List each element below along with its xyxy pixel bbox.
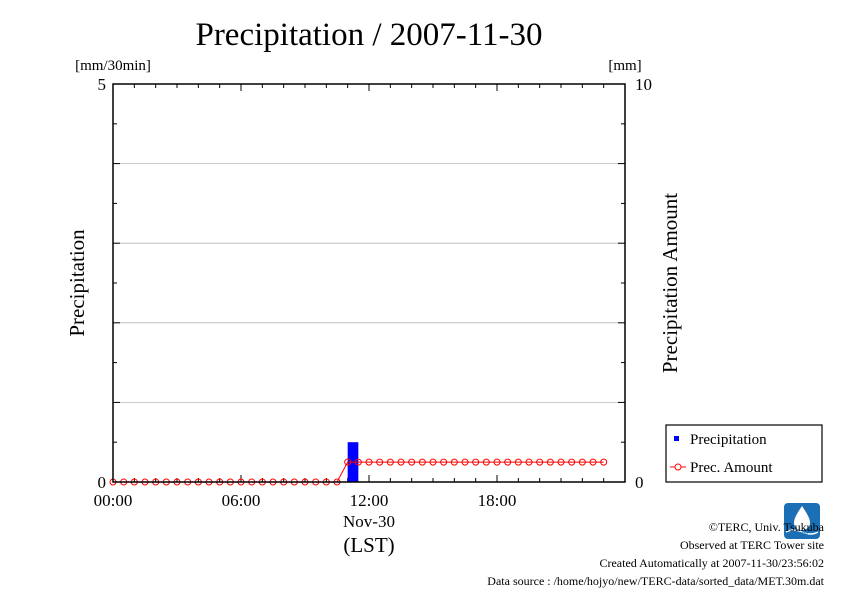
amount-point	[589, 458, 597, 466]
footer-source: Data source : /home/hojyo/new/TERC-data/…	[487, 574, 824, 588]
x-tick-label: 00:00	[94, 491, 133, 510]
terc-logo: TERC	[784, 503, 820, 539]
left-axis-ticks: 05	[98, 75, 120, 492]
amount-point	[429, 458, 437, 466]
footer-copyright: ©TERC, Univ. Tsukuba	[708, 520, 824, 534]
amount-point	[546, 458, 554, 466]
legend: Precipitation Prec. Amount	[665, 424, 823, 483]
x-zone-label: (LST)	[343, 533, 394, 557]
amount-line	[109, 458, 608, 486]
amount-point	[365, 458, 373, 466]
right-axis-title: Precipitation Amount	[658, 193, 682, 373]
left-axis-title: Precipitation	[65, 229, 89, 337]
amount-point	[557, 458, 565, 466]
grid-lines	[113, 163, 625, 403]
amount-point	[397, 458, 405, 466]
amount-point	[354, 458, 362, 466]
amount-point	[514, 458, 522, 466]
left-tick-label: 0	[98, 473, 107, 492]
chart-title: Precipitation / 2007-11-30	[195, 17, 542, 53]
amount-point	[600, 458, 608, 466]
legend-box	[665, 424, 823, 483]
amount-point	[482, 458, 490, 466]
amount-point	[493, 458, 501, 466]
amount-point	[536, 458, 544, 466]
amount-point	[344, 458, 352, 466]
plot-frame	[112, 83, 626, 483]
footer-observed: Observed at TERC Tower site	[679, 538, 824, 552]
amount-point	[376, 458, 384, 466]
right-tick-label: 10	[635, 75, 652, 94]
x-tick-label: 18:00	[478, 491, 517, 510]
amount-point	[525, 458, 533, 466]
left-unit-label: [mm/30min]	[75, 58, 151, 74]
x-tick-label: 12:00	[350, 491, 389, 510]
right-unit-label: [mm]	[608, 58, 641, 74]
legend-label-precipitation: Precipitation	[690, 432, 767, 448]
logo-droplet-icon	[794, 506, 810, 530]
x-date-label: Nov-30	[343, 512, 395, 531]
left-tick-label: 5	[98, 75, 107, 94]
legend-bar-swatch	[674, 436, 679, 441]
legend-circle-swatch	[674, 463, 682, 471]
amount-point	[440, 458, 448, 466]
amount-point	[408, 458, 416, 466]
x-axis-ticks: 00:00 06:00 12:00 18:00	[94, 84, 626, 510]
amount-point	[386, 458, 394, 466]
amount-point	[418, 458, 426, 466]
amount-point	[568, 458, 576, 466]
footer-created: Created Automatically at 2007-11-30/23:5…	[599, 556, 824, 570]
amount-point	[461, 458, 469, 466]
logo-wave-icon	[785, 529, 819, 535]
right-axis-ticks: 0 10	[618, 75, 652, 492]
legend-label-amount: Prec. Amount	[690, 460, 773, 476]
right-tick-label: 0	[635, 473, 644, 492]
amount-point	[504, 458, 512, 466]
amount-point	[450, 458, 458, 466]
amount-point	[578, 458, 586, 466]
logo-text: TERC	[793, 531, 811, 539]
x-tick-label: 06:00	[222, 491, 261, 510]
amount-point	[472, 458, 480, 466]
